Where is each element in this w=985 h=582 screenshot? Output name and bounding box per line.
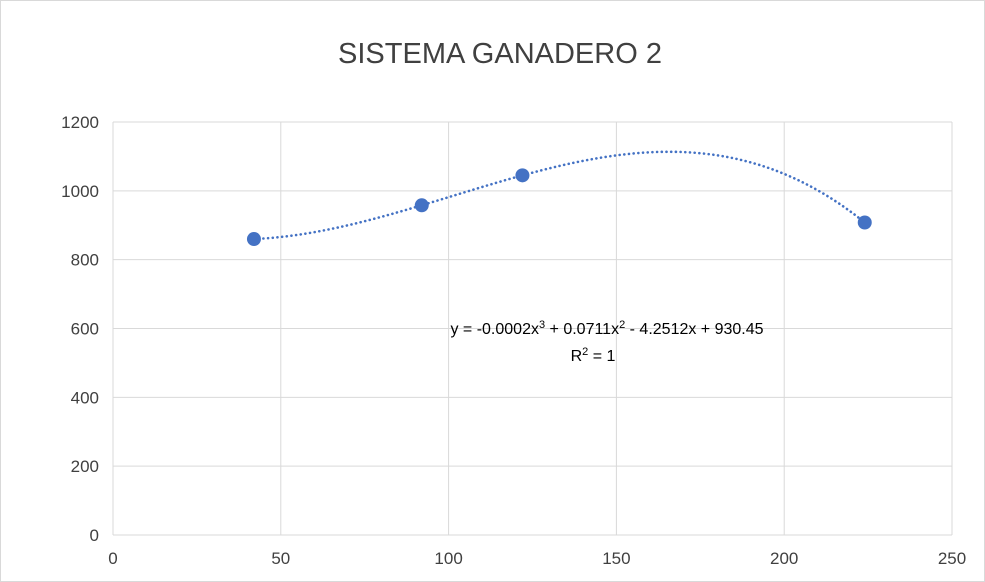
data-point — [857, 215, 872, 230]
y-tick-label: 0 — [90, 526, 99, 545]
gridlines — [112, 121, 953, 536]
x-tick-label: 200 — [770, 549, 798, 568]
trendline — [252, 150, 867, 241]
x-tick-label: 150 — [602, 549, 630, 568]
y-tick-label: 1000 — [61, 182, 99, 201]
r2-sup: 2 — [582, 346, 588, 358]
eq-sup-2: 2 — [619, 319, 625, 331]
x-tick-label: 0 — [108, 549, 117, 568]
y-tick-label: 600 — [71, 320, 99, 339]
y-tick-label: 800 — [71, 251, 99, 270]
eq-part-2: + 0.0711x — [545, 321, 619, 338]
y-tick-label: 400 — [71, 388, 99, 407]
x-tick-label: 100 — [434, 549, 462, 568]
data-points — [246, 168, 872, 247]
trendline-curve — [252, 150, 867, 241]
trendline-equation: y = -0.0002x3 + 0.0711x2 - 4.2512x + 930… — [450, 319, 763, 338]
x-tick-label: 50 — [271, 549, 290, 568]
r2-r: R — [571, 348, 583, 365]
r2-value: = 1 — [588, 348, 615, 365]
y-tick-labels: 0 200 400 600 800 1000 1200 — [61, 113, 99, 545]
r-squared-label: R2 = 1 — [571, 346, 616, 365]
data-point — [414, 198, 429, 213]
eq-part-3: - 4.2512x + 930.45 — [625, 321, 763, 338]
x-tick-labels: 0 50 100 150 200 250 — [108, 549, 966, 568]
eq-sup-3: 3 — [539, 319, 545, 331]
y-tick-label: 1200 — [61, 113, 99, 132]
data-point — [246, 232, 261, 247]
x-tick-label: 250 — [938, 549, 966, 568]
data-point — [515, 168, 530, 183]
eq-part-1: y = -0.0002x — [450, 321, 539, 338]
y-tick-label: 200 — [71, 457, 99, 476]
chart-title: SISTEMA GANADERO 2 — [338, 38, 662, 70]
